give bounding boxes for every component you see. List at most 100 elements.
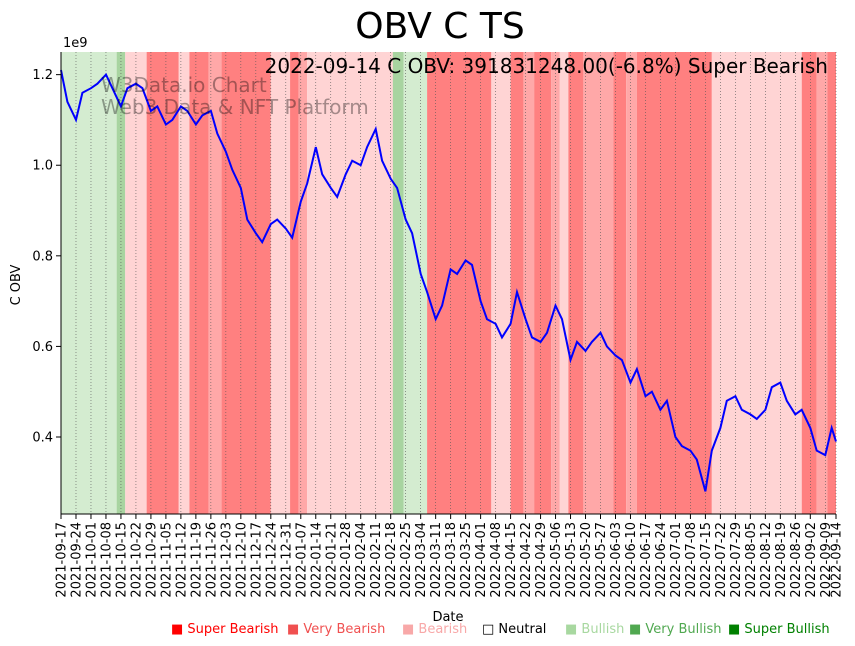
band-8 — [270, 52, 291, 514]
x-tick-label-25: 2022-03-11 — [429, 522, 444, 598]
x-tick-label-32: 2022-04-29 — [534, 522, 549, 598]
x-tick-label-15: 2021-12-31 — [279, 522, 294, 598]
x-tick-label-28: 2022-04-01 — [474, 522, 489, 598]
band-28 — [816, 52, 828, 514]
sentiment-bands — [61, 52, 836, 514]
x-tick-label-43: 2022-07-15 — [699, 522, 714, 598]
x-tick-label-1: 2021-09-24 — [69, 522, 84, 598]
obv-series-line — [60, 69, 837, 492]
x-tick-label-22: 2022-02-18 — [384, 522, 399, 598]
band-3 — [146, 52, 179, 514]
x-tick-label-4: 2021-10-15 — [114, 522, 129, 598]
x-tick-label-10: 2021-11-26 — [204, 522, 219, 598]
band-15 — [491, 52, 511, 514]
y-tick-label-0: 0.4 — [32, 431, 53, 446]
x-tick-label-35: 2022-05-20 — [579, 522, 594, 598]
x-tick-label-38: 2022-06-10 — [624, 522, 639, 598]
x-axis-label: Date — [432, 610, 463, 625]
watermark-line-2: Web3 Data & NFT Platform — [101, 95, 369, 119]
x-tick-label-8: 2021-11-12 — [174, 522, 189, 598]
band-25 — [636, 52, 712, 514]
watermark-line-1: W3Data.io Chart — [101, 73, 267, 97]
y-multiplier: 1e9 — [63, 36, 88, 51]
x-tick-label-9: 2021-11-19 — [189, 522, 204, 598]
x-tick-label-16: 2022-01-07 — [294, 522, 309, 598]
band-0 — [61, 52, 117, 514]
x-tick-label-29: 2022-04-08 — [489, 522, 504, 598]
x-tick-label-40: 2022-06-24 — [654, 522, 669, 598]
band-6 — [208, 52, 222, 514]
band-4 — [178, 52, 190, 514]
x-tick-label-45: 2022-07-29 — [729, 522, 744, 598]
x-tick-label-47: 2022-08-12 — [759, 522, 774, 598]
x-tick-label-3: 2021-10-08 — [99, 522, 114, 598]
x-tick-label-48: 2022-08-19 — [774, 522, 789, 598]
x-tick-label-41: 2022-07-01 — [669, 522, 684, 598]
band-22 — [583, 52, 614, 514]
x-tick-label-33: 2022-05-06 — [549, 522, 564, 598]
x-tick-label-36: 2022-05-27 — [594, 522, 609, 598]
band-26 — [711, 52, 802, 514]
x-tick-label-18: 2022-01-21 — [324, 522, 339, 598]
x-tick-label-30: 2022-04-15 — [504, 522, 519, 598]
x-tick-label-6: 2021-10-29 — [144, 522, 159, 598]
legend-entry-6: ■ Super Bullish — [728, 622, 830, 637]
chart-title: OBV C TS — [355, 6, 524, 47]
legend-entry-2: ■ Bearish — [402, 622, 467, 637]
band-20 — [559, 52, 569, 514]
x-tick-label-12: 2021-12-10 — [234, 522, 249, 598]
x-tick-label-14: 2021-12-24 — [264, 522, 279, 598]
y-tick-label-1: 0.6 — [32, 340, 53, 355]
x-tick-label-27: 2022-03-25 — [459, 522, 474, 598]
x-tick-label-11: 2021-12-03 — [219, 522, 234, 598]
x-tick-label-2: 2021-10-01 — [84, 522, 99, 598]
x-tick-label-50: 2022-09-02 — [804, 522, 819, 598]
y-axis-label: C OBV — [9, 264, 24, 305]
x-tick-label-52: 2022-09-14 — [830, 522, 845, 598]
x-tick-label-31: 2022-04-22 — [519, 522, 534, 598]
x-tick-label-24: 2022-03-04 — [414, 522, 429, 598]
x-tick-label-17: 2022-01-14 — [309, 522, 324, 598]
band-29 — [827, 52, 836, 514]
x-tick-label-46: 2022-08-05 — [744, 522, 759, 598]
x-ticks: 2021-09-17 2021-09-24 2021-10-01 2021-10-08… — [55, 514, 845, 598]
legend-entry-1: ■ Very Bearish — [287, 622, 385, 637]
legend-entry-0: ■ Super Bearish — [171, 622, 279, 637]
band-16 — [510, 52, 524, 514]
x-tick-label-7: 2021-11-05 — [159, 522, 174, 598]
x-tick-label-44: 2022-07-22 — [714, 522, 729, 598]
x-tick-label-21: 2022-02-11 — [369, 522, 384, 598]
legend-entry-4: ■ Bullish — [565, 622, 624, 637]
band-13 — [403, 52, 428, 514]
sentiment-legend: ■ Super Bearish ■ Very Bearish ■ Bearish □ … — [171, 622, 830, 637]
band-11 — [307, 52, 393, 514]
band-21 — [568, 52, 584, 514]
x-tick-label-5: 2021-10-22 — [129, 522, 144, 598]
x-tick-label-13: 2021-12-17 — [249, 522, 264, 598]
band-23 — [613, 52, 627, 514]
x-tick-label-49: 2022-08-26 — [789, 522, 804, 598]
x-tick-label-20: 2022-02-04 — [354, 522, 369, 598]
x-tick-label-26: 2022-03-18 — [444, 522, 459, 598]
x-tick-label-19: 2022-01-28 — [339, 522, 354, 598]
latest-value-annotation: 2022-09-14 C OBV: 391831248.00(-6.8%) Su… — [265, 54, 828, 78]
band-24 — [626, 52, 637, 514]
band-17 — [523, 52, 535, 514]
vertical-grid — [60, 52, 837, 514]
y-tick-label-4: 1.2 — [32, 68, 53, 83]
legend-entry-3: □ Neutral — [482, 622, 546, 637]
legend-entry-5: ■ Very Bullish — [629, 622, 721, 637]
band-10 — [298, 52, 308, 514]
band-27 — [801, 52, 817, 514]
y-tick-label-3: 1.0 — [32, 159, 53, 174]
band-12 — [392, 52, 404, 514]
band-18 — [534, 52, 552, 514]
x-tick-label-23: 2022-02-25 — [399, 522, 414, 598]
y-tick-label-2: 0.8 — [32, 249, 53, 264]
band-14 — [427, 52, 492, 514]
x-tick-label-51: 2022-09-09 — [819, 522, 834, 598]
x-tick-label-37: 2022-06-03 — [609, 522, 624, 598]
band-7 — [221, 52, 271, 514]
y-ticks: 0.4 0.6 0.8 1.0 1.2 — [32, 68, 61, 446]
